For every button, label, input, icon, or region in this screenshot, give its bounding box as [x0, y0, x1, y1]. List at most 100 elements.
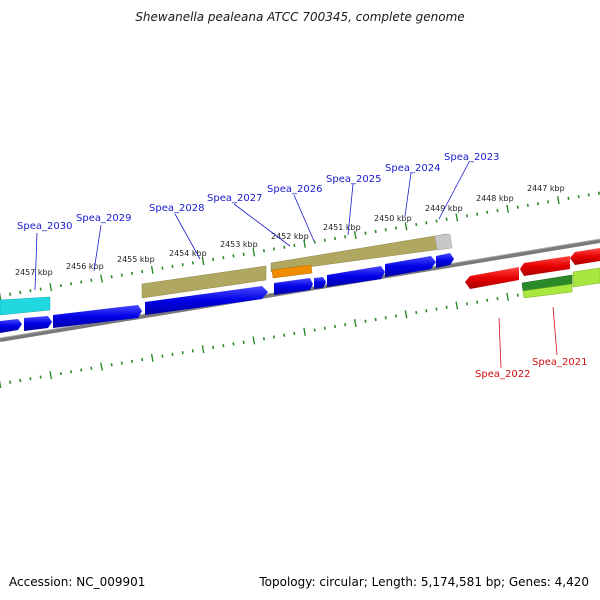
- inner-scale-major-tick: [150, 353, 154, 362]
- cds-arrow-spea-2028[interactable]: [145, 286, 268, 315]
- cds-arrow-spea-2024[interactable]: [385, 256, 436, 277]
- outer-scale-minor-tick: [486, 210, 489, 214]
- inner-scale-minor-tick: [374, 317, 377, 322]
- outer-scale-major-tick: [150, 265, 154, 274]
- outer-scale-major-tick: [404, 222, 408, 231]
- leader-spea-2026: [293, 194, 315, 242]
- gene-label-spea-2024[interactable]: Spea_2024: [385, 163, 440, 174]
- outer-scale-minor-tick: [476, 212, 479, 216]
- inner-scale-minor-tick: [283, 333, 286, 337]
- inner-scale-minor-tick: [273, 335, 276, 339]
- lime-feature-2[interactable]: [572, 267, 600, 288]
- tick-label-2447: 2447 kbp: [527, 184, 565, 193]
- outer-scale-minor-tick: [333, 236, 337, 241]
- gene-label-spea-2021[interactable]: Spea_2021: [532, 357, 587, 368]
- inner-scale-minor-tick: [232, 342, 235, 346]
- outer-scale-minor-tick: [465, 214, 468, 218]
- outer-scale-minor-tick: [323, 238, 326, 242]
- forward-gene-labels: Spea_2030 Spea_2029 Spea_2028 Spea_2027 …: [17, 152, 499, 291]
- inner-scale-minor-tick: [171, 352, 174, 357]
- outer-scale-major-tick: [557, 196, 560, 205]
- cds-arrow-spea-2021[interactable]: [520, 256, 570, 276]
- outer-scale-minor-tick: [516, 205, 519, 209]
- orange-feature[interactable]: [271, 264, 313, 279]
- lime-feature-1[interactable]: [522, 283, 573, 299]
- cds-arrow-spea-2030[interactable]: [24, 316, 52, 331]
- outer-scale-major-tick: [303, 239, 306, 248]
- inner-scale-minor-tick: [130, 359, 133, 363]
- outer-scale-major-tick: [353, 230, 357, 240]
- leader-spea-2028: [174, 213, 201, 260]
- leader-spea-2027: [233, 203, 291, 247]
- leader-spea-2024: [404, 172, 412, 217]
- cds-arrow-spea-2023[interactable]: [436, 253, 454, 268]
- inner-scale-minor-tick: [59, 371, 62, 376]
- tick-label-2449: 2449 kbp: [425, 204, 463, 213]
- reverse-cds-track: [465, 248, 600, 289]
- outer-scale-minor-tick: [374, 229, 377, 234]
- outer-scale-minor-tick: [567, 196, 570, 201]
- accession-label: Accession: NC_009901: [9, 575, 146, 589]
- tick-label-2448: 2448 kbp: [476, 194, 514, 203]
- outer-scale-minor-tick: [80, 280, 83, 284]
- outer-scale-minor-tick: [313, 240, 316, 244]
- gene-label-spea-2029[interactable]: Spea_2029: [76, 213, 131, 224]
- inner-scale-minor-tick: [262, 337, 265, 341]
- reverse-gene-labels: Spea_2022 Spea_2021: [475, 306, 587, 380]
- inner-scale-minor-tick: [181, 351, 184, 355]
- gene-label-spea-2030[interactable]: Spea_2030: [17, 221, 72, 232]
- outer-scale-major-tick: [100, 274, 103, 283]
- inner-scale-minor-tick: [425, 309, 428, 313]
- inner-scale-major-tick: [404, 310, 408, 319]
- cds-arrow-spea-2026[interactable]: [314, 277, 326, 289]
- outer-scale-minor-tick: [171, 264, 174, 269]
- inner-scale-major-tick: [0, 380, 2, 389]
- inner-scale-minor-tick: [486, 298, 489, 302]
- outer-scale-minor-tick: [130, 271, 133, 275]
- cds-arrow-spea-2022[interactable]: [465, 267, 519, 289]
- cds-arrow-left-edge[interactable]: [0, 319, 22, 333]
- outer-scale-minor-tick: [232, 254, 235, 258]
- cds-arrow-spea-2025[interactable]: [327, 266, 385, 287]
- inner-scale-major-tick: [201, 345, 205, 354]
- outer-scale-minor-tick: [526, 203, 529, 208]
- outer-scale-minor-tick: [344, 235, 347, 239]
- leader-spea-2030: [34, 232, 38, 291]
- outer-scale-minor-tick: [577, 195, 580, 199]
- outer-scale-minor-tick: [273, 247, 276, 251]
- inner-scale-major-tick: [252, 336, 256, 345]
- outer-scale-minor-tick: [19, 290, 22, 295]
- outer-scale-minor-tick: [537, 202, 540, 206]
- cds-arrow-spea-2027[interactable]: [274, 278, 313, 295]
- outer-scale-major-tick: [0, 292, 2, 301]
- inner-scale-minor-tick: [212, 345, 215, 350]
- inner-scale-minor-tick: [293, 331, 296, 336]
- gene-label-spea-2022[interactable]: Spea_2022: [475, 369, 530, 380]
- outer-scale-minor-tick: [283, 245, 286, 249]
- gene-label-spea-2028[interactable]: Spea_2028: [149, 203, 204, 214]
- gene-label-spea-2027[interactable]: Spea_2027: [207, 193, 262, 204]
- cds-arrow-spea-2029[interactable]: [53, 305, 142, 328]
- leader-spea-2023: [438, 161, 470, 220]
- inner-scale-minor-tick: [323, 326, 326, 330]
- grey-feature[interactable]: [434, 233, 453, 251]
- inner-scale-major-tick: [303, 327, 306, 336]
- outer-scale-minor-tick: [242, 252, 245, 256]
- outer-scale-minor-tick: [547, 200, 550, 204]
- olive-feature-1[interactable]: [141, 265, 267, 299]
- cds-arrow-right-edge[interactable]: [570, 248, 600, 265]
- tick-label-2454: 2454 kbp: [169, 249, 207, 258]
- gene-label-spea-2026[interactable]: Spea_2026: [267, 184, 322, 195]
- outer-scale-minor-tick: [59, 283, 62, 288]
- outer-scale-track: [0, 191, 600, 301]
- gene-label-spea-2025[interactable]: Spea_2025: [326, 174, 381, 185]
- outer-scale-minor-tick: [262, 249, 265, 253]
- outer-scale-minor-tick: [141, 269, 144, 274]
- tick-label-2457: 2457 kbp: [15, 268, 53, 277]
- inner-scale-minor-tick: [333, 324, 337, 329]
- inner-scale-minor-tick: [70, 370, 73, 374]
- gene-label-spea-2023[interactable]: Spea_2023: [444, 152, 499, 163]
- cyan-feature[interactable]: [0, 296, 51, 316]
- inner-scale-major-tick: [353, 318, 357, 328]
- feature-track-misc: [0, 233, 600, 316]
